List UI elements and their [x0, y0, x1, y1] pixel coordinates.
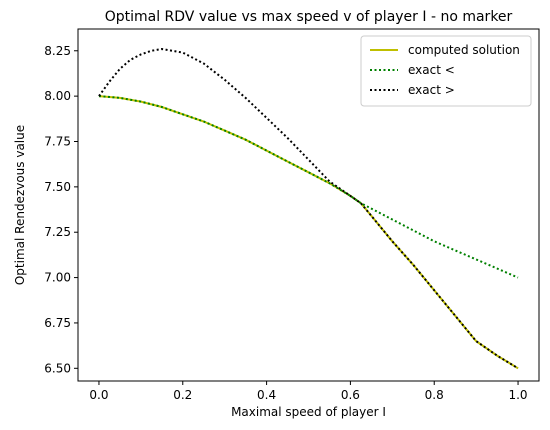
x-tick-label: 1.0: [508, 388, 527, 402]
y-tick-label: 8.00: [44, 89, 71, 103]
x-axis-label: Maximal speed of player I: [231, 405, 386, 419]
x-axis-ticks: 0.0 0.2 0.4 0.6 0.8 1.0: [89, 381, 528, 402]
y-axis-ticks: 6.50 6.75 7.00 7.25 7.50 7.75 8.00 8.25: [44, 44, 78, 375]
series-line-computed-solution-0: [98, 95, 519, 370]
y-tick-label: 7.75: [44, 134, 71, 148]
y-axis-label: Optimal Rendezvous value: [13, 125, 27, 285]
y-tick-label: 6.50: [44, 361, 71, 375]
y-tick-label: 8.25: [44, 44, 71, 58]
legend-label: computed solution: [408, 43, 520, 57]
x-tick-label: 0.8: [425, 388, 444, 402]
y-tick-label: 6.75: [44, 316, 71, 330]
y-tick-label: 7.50: [44, 180, 71, 194]
y-tick-label: 7.25: [44, 225, 71, 239]
legend: computed solution exact < exact >: [360, 35, 532, 107]
y-tick-label: 7.00: [44, 271, 71, 285]
chart-title: Optimal RDV value vs max speed v of play…: [105, 9, 513, 25]
x-tick-label: 0.4: [257, 388, 276, 402]
x-tick-label: 0.0: [89, 388, 108, 402]
legend-label: exact <: [408, 63, 455, 77]
legend-box: [360, 35, 532, 107]
series-line-exact-1: [98, 95, 519, 279]
x-tick-label: 0.6: [341, 388, 360, 402]
plot-frame: [77, 28, 540, 382]
series-line-exact-2: [98, 47, 519, 370]
legend-label: exact >: [408, 83, 455, 97]
x-tick-label: 0.2: [173, 388, 192, 402]
series-layer: [98, 47, 519, 370]
